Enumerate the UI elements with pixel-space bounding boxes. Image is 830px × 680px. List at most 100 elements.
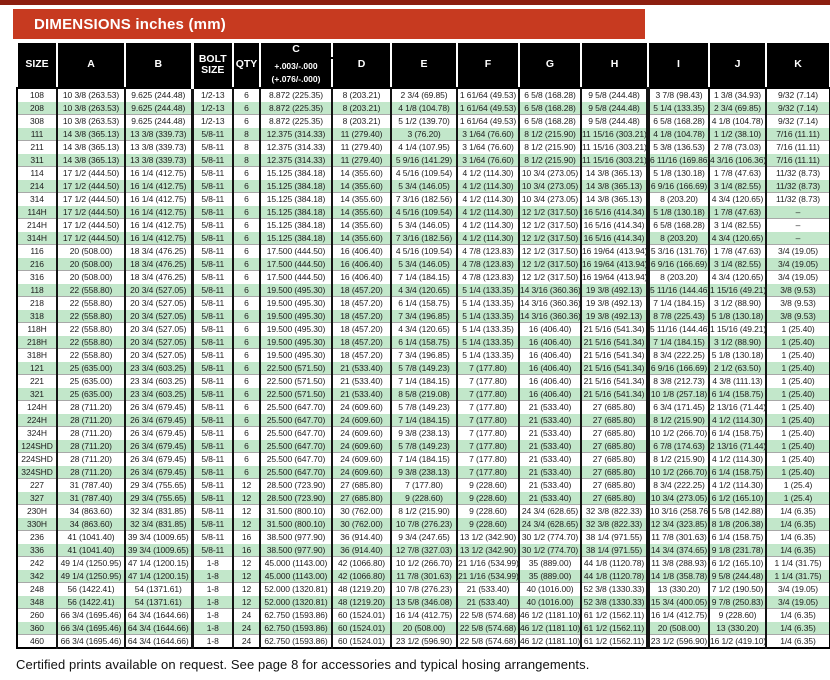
value-cell: 14 (355.60) bbox=[331, 218, 391, 232]
value-cell: 1 1/4 (31.75) bbox=[765, 556, 830, 570]
value-cell: 16 5/16 (414.34) bbox=[580, 205, 648, 219]
value-cell: 1 3/8 (34.93) bbox=[708, 87, 766, 102]
value-cell: 11 7/8 (301.63) bbox=[646, 530, 709, 544]
value-cell: 45.000 (1143.00) bbox=[259, 569, 332, 583]
value-cell: 4 1/4 (107.95) bbox=[390, 140, 457, 154]
value-cell: 24 bbox=[232, 621, 260, 635]
value-cell: 16 1/4 (412.75) bbox=[124, 205, 192, 219]
value-cell: 1 7/8 (47.63) bbox=[708, 166, 766, 180]
value-cell: 6 1/4 (158.75) bbox=[708, 530, 766, 544]
value-cell: 42 (1066.80) bbox=[331, 569, 391, 583]
value-cell: 17 1/2 (444.50) bbox=[56, 192, 125, 206]
value-cell: 6 bbox=[232, 257, 260, 271]
value-cell: 12 1/2 (317.50) bbox=[518, 205, 581, 219]
value-cell: 17 1/2 (444.50) bbox=[56, 218, 125, 232]
size-cell: 227 bbox=[17, 478, 57, 492]
value-cell: 5/8-11 bbox=[190, 387, 233, 401]
value-cell: 6 bbox=[232, 218, 260, 232]
value-cell: 20 3/4 (527.05) bbox=[124, 335, 192, 349]
value-cell: 7/16 (11.11) bbox=[765, 153, 830, 167]
table-row: 318 22 (558.80) 20 3/4 (527.05) 5/8-11 6 19.5… bbox=[17, 309, 830, 323]
value-cell: 30 (762.00) bbox=[331, 504, 391, 518]
value-cell: 15.125 (384.18) bbox=[259, 192, 332, 206]
value-cell: 11/32 (8.73) bbox=[765, 179, 830, 193]
value-cell: 5 1/8 (130.18) bbox=[646, 205, 709, 219]
value-cell: 40 (1016.00) bbox=[518, 582, 581, 596]
value-cell: 31 (787.40) bbox=[56, 478, 125, 492]
value-cell: 28 (711.20) bbox=[56, 439, 125, 453]
value-cell: 48 (1219.20) bbox=[331, 595, 391, 609]
value-cell: 15.125 (384.18) bbox=[259, 179, 332, 193]
value-cell: 16 1/4 (412.75) bbox=[124, 231, 192, 245]
value-cell: 24 (609.60) bbox=[331, 413, 391, 427]
value-cell: 6 bbox=[232, 322, 260, 336]
value-cell: 18 (457.20) bbox=[331, 348, 391, 362]
value-cell: 26 3/4 (679.45) bbox=[124, 426, 192, 440]
value-cell: 6 bbox=[232, 87, 260, 102]
value-cell: 5/8-11 bbox=[190, 361, 233, 375]
value-cell: 28 (711.20) bbox=[56, 452, 125, 466]
value-cell: 8 3/4 (222.25) bbox=[646, 348, 709, 362]
value-cell: 7 3/16 (182.56) bbox=[390, 231, 457, 245]
value-cell: 31.500 (800.10) bbox=[259, 517, 332, 531]
dimension-table-body: 108 10 3/8 (263.53) 9.625 (244.48) 1/2-13 6 8… bbox=[17, 87, 830, 649]
value-cell: 1-8 bbox=[190, 569, 233, 583]
value-cell: 4 3/4 (120.65) bbox=[708, 192, 766, 206]
size-cell: 124SHD bbox=[17, 439, 57, 453]
value-cell: 1 (25.40) bbox=[765, 374, 830, 388]
value-cell: 12 bbox=[232, 595, 260, 609]
value-cell: 19.500 (495.30) bbox=[259, 335, 332, 349]
value-cell: 3/4 (19.05) bbox=[765, 595, 830, 609]
value-cell: 4 1/2 (114.30) bbox=[708, 452, 766, 466]
value-cell: 5/8-11 bbox=[190, 439, 233, 453]
value-cell: 9 3/4 (247.65) bbox=[390, 530, 457, 544]
value-cell: 12 3/4 (323.85) bbox=[646, 517, 709, 531]
value-cell: 5 3/4 (146.05) bbox=[390, 218, 457, 232]
value-cell: 54 (1371.61) bbox=[124, 595, 192, 609]
value-cell: 24 (609.60) bbox=[331, 439, 391, 453]
value-cell: 24 (609.60) bbox=[331, 452, 391, 466]
value-cell: 27 (685.80) bbox=[580, 452, 648, 466]
value-cell: 9.625 (244.48) bbox=[124, 114, 192, 128]
size-cell: 218H bbox=[17, 335, 57, 349]
value-cell: 10 1/2 (266.70) bbox=[646, 426, 709, 440]
value-cell: 3 7/8 (98.43) bbox=[646, 87, 709, 102]
value-cell: 21 (533.40) bbox=[331, 387, 391, 401]
value-cell: 16 (406.40) bbox=[331, 257, 391, 271]
value-cell: 66 3/4 (1695.46) bbox=[56, 621, 125, 635]
value-cell: 10 3/4 (273.05) bbox=[518, 179, 581, 193]
value-cell: 6 1/2 (165.10) bbox=[708, 556, 766, 570]
table-row: 216 20 (508.00) 18 3/4 (476.25) 5/8-11 6 17.5… bbox=[17, 257, 830, 271]
value-cell: 26 3/4 (679.45) bbox=[124, 413, 192, 427]
value-cell: 6 1/4 (158.75) bbox=[708, 387, 766, 401]
value-cell: 27 (685.80) bbox=[580, 413, 648, 427]
size-cell: 108 bbox=[17, 87, 57, 102]
table-row: 124SHD 28 (711.20) 26 3/4 (679.45) 5/8-11 6 2… bbox=[17, 439, 830, 453]
table-row: 327 31 (787.40) 29 3/4 (755.65) 5/8-11 12 28.… bbox=[17, 491, 830, 505]
table-row: 236 41 (1041.40) 39 3/4 (1009.65) 5/8-11 16 3… bbox=[17, 530, 830, 544]
value-cell: 62.750 (1593.86) bbox=[259, 608, 332, 622]
value-cell: 14 3/16 (360.36) bbox=[518, 309, 581, 323]
value-cell: 1 61/64 (49.53) bbox=[456, 87, 519, 102]
value-cell: 14 3/4 (374.65) bbox=[646, 543, 709, 557]
column-header-h: H bbox=[580, 40, 649, 90]
value-cell: 6 bbox=[232, 387, 260, 401]
size-cell: 314H bbox=[17, 231, 57, 245]
value-cell: 47 1/4 (1200.15) bbox=[124, 556, 192, 570]
size-cell: 321 bbox=[17, 387, 57, 401]
value-cell: 44 1/8 (1120.78) bbox=[580, 556, 648, 570]
value-cell: 8 bbox=[232, 140, 260, 154]
value-cell: 5/8-11 bbox=[190, 231, 233, 245]
size-cell: 118H bbox=[17, 322, 57, 336]
value-cell: 21 (533.40) bbox=[518, 439, 581, 453]
value-cell: 6 5/8 (168.28) bbox=[646, 218, 709, 232]
table-row: 318H 22 (558.80) 20 3/4 (527.05) 5/8-11 6 19.… bbox=[17, 348, 830, 362]
table-row: 114H 17 1/2 (444.50) 16 1/4 (412.75) 5/8-11… bbox=[17, 205, 830, 219]
value-cell: 22.500 (571.50) bbox=[259, 374, 332, 388]
value-cell: 5/8-11 bbox=[190, 192, 233, 206]
value-cell: 6 bbox=[232, 296, 260, 310]
value-cell: 14 (355.60) bbox=[331, 231, 391, 245]
column-header-e: E bbox=[390, 40, 458, 90]
value-cell: 5/8-11 bbox=[190, 413, 233, 427]
value-cell: 5/8-11 bbox=[190, 127, 233, 141]
